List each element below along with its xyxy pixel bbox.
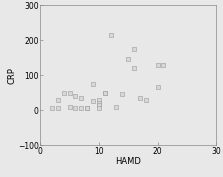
Point: [162, 63, 165, 66]
Point: [156, 86, 159, 89]
Point: [97, 102, 101, 105]
Point: [91, 100, 95, 103]
Point: [91, 82, 95, 85]
Point: [115, 105, 118, 108]
Point: [103, 91, 107, 94]
Point: [156, 63, 159, 66]
Point: [85, 107, 89, 110]
Point: [132, 48, 136, 50]
Point: [103, 91, 107, 94]
Point: [56, 107, 60, 110]
Point: [68, 105, 71, 108]
Point: [50, 107, 54, 110]
Point: [74, 107, 77, 110]
Point: [121, 93, 124, 96]
Point: [126, 58, 130, 61]
Point: [74, 95, 77, 98]
Point: [62, 91, 65, 94]
Point: [97, 107, 101, 110]
Point: [79, 107, 83, 110]
Point: [109, 34, 112, 36]
Point: [97, 98, 101, 101]
Point: [138, 96, 142, 99]
Point: [132, 67, 136, 70]
Point: [85, 107, 89, 110]
Point: [68, 91, 71, 94]
Y-axis label: CRP: CRP: [8, 67, 17, 84]
Point: [144, 98, 148, 101]
X-axis label: HAMD: HAMD: [115, 157, 141, 166]
Point: [79, 96, 83, 99]
Point: [56, 98, 60, 101]
Point: [97, 104, 101, 106]
